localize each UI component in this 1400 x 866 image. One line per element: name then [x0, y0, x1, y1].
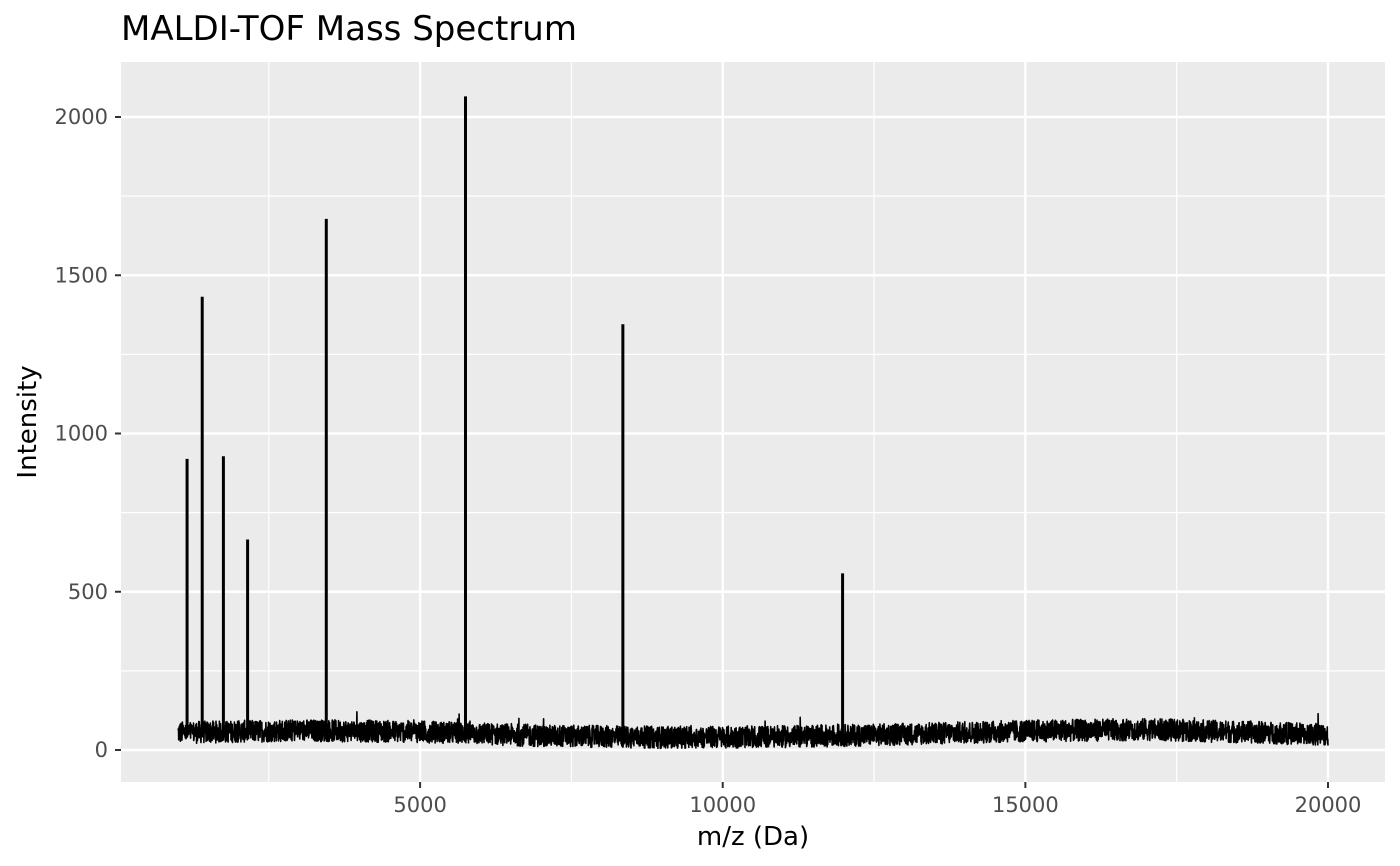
y-tick-label: 0 — [95, 738, 108, 762]
spectrum-trace — [177, 96, 1329, 750]
x-tick-label: 5000 — [393, 793, 446, 817]
y-tick-label: 500 — [68, 580, 108, 604]
y-tick-label: 2000 — [55, 105, 108, 129]
x-tick-label: 20000 — [1295, 793, 1362, 817]
x-axis-title: m/z (Da) — [697, 822, 809, 852]
grid-minor — [121, 62, 1385, 782]
y-tick-label: 1000 — [55, 422, 108, 446]
spectrum-baseline — [177, 711, 1329, 750]
grid-major — [121, 62, 1385, 782]
y-axis: 0 500 1000 1500 2000 — [55, 105, 121, 762]
x-axis: 5000 10000 15000 20000 — [393, 782, 1361, 817]
x-tick-label: 10000 — [689, 793, 756, 817]
y-tick-label: 1500 — [55, 263, 108, 287]
x-tick-label: 15000 — [992, 793, 1059, 817]
y-axis-title: Intensity — [13, 365, 43, 478]
plot-panel — [121, 62, 1385, 782]
chart-title: MALDI-TOF Mass Spectrum — [121, 9, 577, 49]
